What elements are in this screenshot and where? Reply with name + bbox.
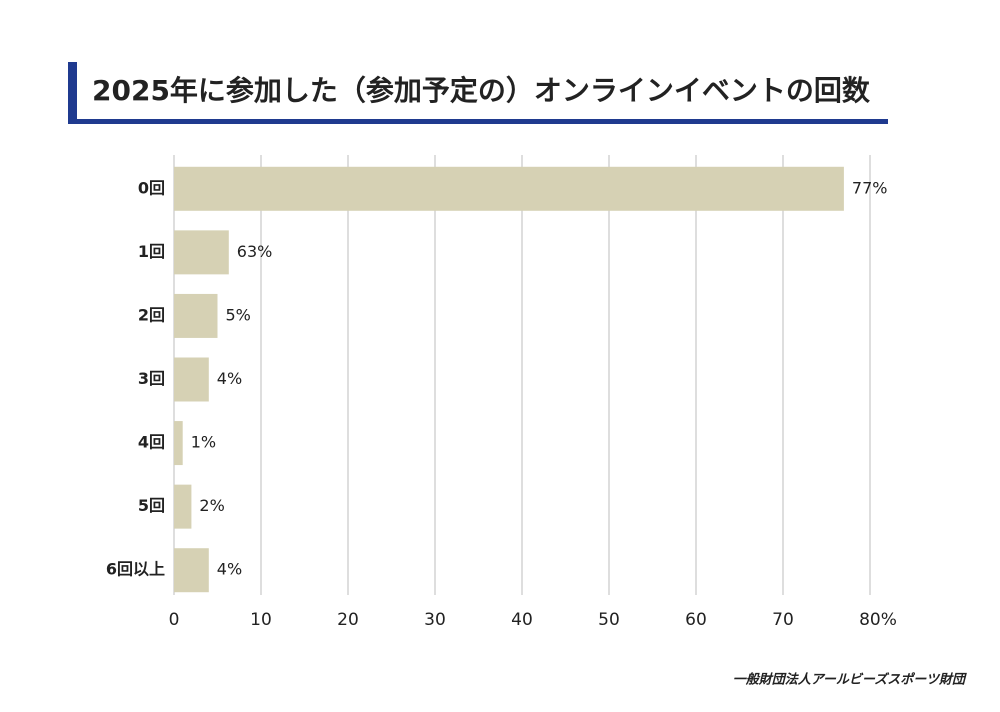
x-tick-label: 80% bbox=[859, 610, 897, 630]
title-underline bbox=[68, 119, 888, 124]
bar bbox=[174, 293, 218, 338]
bar bbox=[174, 166, 844, 211]
y-tick-label: 5回 bbox=[138, 496, 165, 515]
value-label: 4% bbox=[217, 560, 242, 579]
bar bbox=[174, 484, 192, 529]
bar bbox=[174, 421, 183, 466]
y-tick-label: 2回 bbox=[138, 305, 165, 324]
x-tick-label: 20 bbox=[337, 610, 359, 630]
bar bbox=[174, 230, 229, 275]
y-tick-label: 3回 bbox=[138, 369, 165, 388]
x-tick-label: 10 bbox=[250, 610, 272, 630]
value-label: 4% bbox=[217, 369, 242, 388]
bar bbox=[174, 548, 209, 593]
x-tick-label: 50 bbox=[598, 610, 620, 630]
x-tick-label: 0 bbox=[169, 610, 180, 630]
title-accent bbox=[68, 62, 77, 124]
value-label: 1% bbox=[191, 433, 216, 452]
y-tick-label: 1回 bbox=[138, 242, 165, 261]
value-label: 5% bbox=[226, 305, 251, 324]
value-label: 77% bbox=[852, 178, 888, 197]
chart-title: 2025年に参加した（参加予定の）オンラインイベントの回数 bbox=[92, 74, 871, 107]
y-tick-label: 6回以上 bbox=[106, 560, 165, 579]
y-tick-label: 4回 bbox=[138, 433, 165, 452]
x-tick-label: 70 bbox=[772, 610, 794, 630]
value-label: 2% bbox=[199, 496, 224, 515]
x-tick-label: 40 bbox=[511, 610, 533, 630]
source: 一般財団法人アールビーズスポーツ財団 bbox=[733, 672, 967, 688]
bar bbox=[174, 357, 209, 402]
y-tick-label: 0回 bbox=[138, 178, 165, 197]
x-tick-label: 30 bbox=[424, 610, 446, 630]
x-tick-label: 60 bbox=[685, 610, 707, 630]
value-label: 63% bbox=[237, 242, 273, 261]
